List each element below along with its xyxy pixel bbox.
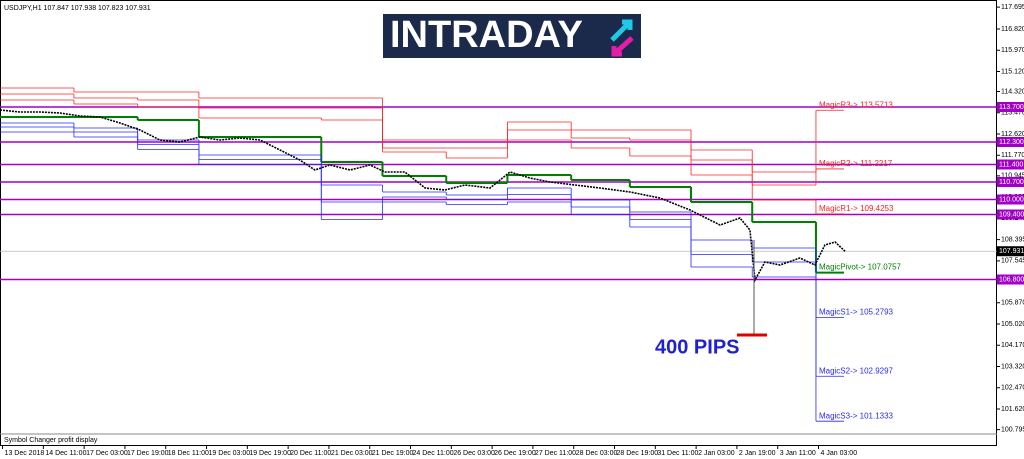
y-tick-label: 104.170: [1001, 342, 1024, 349]
x-tick-label: 26 Dec 19:00: [494, 450, 536, 457]
x-tick-label: 28 Dec 19:00: [617, 450, 659, 457]
level-label: MagicR2-> 111.2217: [819, 159, 893, 168]
logo-arrow-up: [610, 19, 633, 42]
level-label: MagicS1-> 105.2793: [819, 308, 894, 317]
level-box: [997, 137, 1024, 147]
logo-arrow-down: [611, 36, 634, 57]
y-tick-label: 107.545: [1001, 258, 1024, 265]
y-tick-label: 114.320: [1001, 88, 1024, 95]
level-label: MagicR1-> 109.4253: [819, 204, 894, 213]
level-box: [997, 102, 1024, 112]
footer: Symbol Changer profit display: [4, 437, 98, 444]
x-tick-label: 31 Dec 11:00: [657, 450, 698, 457]
y-tick-label: 112.620: [1001, 131, 1024, 138]
header: USDJPY,H1 107.847 107.938 107.823 107.93…: [4, 5, 151, 12]
level-box: [997, 274, 1024, 285]
y-tick-label: 105.870: [1001, 300, 1024, 307]
current-price-label: 107.931: [999, 248, 1024, 255]
x-tick-label: 13 Dec 2018: [5, 450, 45, 457]
level-label: MagicS2-> 102.9297: [819, 366, 894, 375]
plot-frame: [0, 0, 997, 446]
level-label: MagicR3-> 113.5713: [819, 100, 893, 109]
x-tick-label: 2 Jan 19:00: [739, 450, 776, 457]
level-box: [997, 177, 1024, 187]
x-tick-label: 3 Jan 11:00: [780, 450, 816, 457]
y-tick-label: 115.970: [1001, 47, 1024, 54]
y-tick-label: 108.395: [1001, 236, 1024, 243]
level-label: 110.000: [999, 196, 1024, 203]
x-tick-label: 28 Dec 03:00: [576, 450, 618, 457]
current-price-box: [997, 246, 1024, 257]
y-tick-label: 103.320: [1001, 363, 1024, 370]
x-tick-label: 27 Dec 11:00: [535, 450, 576, 457]
level-label: 109.400: [999, 211, 1024, 218]
logo-box: [383, 14, 641, 58]
y-tick-label: 115.120: [1001, 68, 1024, 75]
level-box: [997, 209, 1024, 220]
x-tick-label: 19 Dec 03:00: [209, 450, 251, 457]
x-tick-label: 26 Dec 03:00: [453, 450, 495, 457]
y-tick-label: 111.770: [1001, 152, 1024, 159]
level-label: MagicS3-> 101.1333: [819, 411, 894, 420]
x-tick-label: 21 Dec 19:00: [372, 450, 414, 457]
y-tick-label: 101.620: [1001, 406, 1024, 413]
x-tick-label: 2 Jan 03:00: [698, 450, 735, 457]
level-label: 111.400: [999, 161, 1023, 168]
logo-text: INTRADAY: [390, 14, 583, 56]
level-label: 106.800: [999, 276, 1024, 283]
x-tick-label: 20 Dec 11:00: [290, 450, 331, 457]
x-tick-label: 24 Dec 11:00: [413, 450, 454, 457]
price-line: [0, 109, 846, 283]
annotation: 400 PIPS: [655, 336, 740, 358]
level-label: MagicPivot-> 107.0757: [819, 263, 902, 272]
y-tick-label: 116.820: [1001, 26, 1024, 33]
level-label: 113.700: [999, 104, 1024, 111]
y-tick-label: 117.695: [1001, 4, 1024, 11]
y-tick-label: 110.945: [1001, 173, 1024, 180]
y-tick-label: 100.795: [1001, 426, 1024, 433]
x-tick-label: 14 Dec 11:00: [45, 450, 86, 457]
logo: INTRADAY: [383, 14, 641, 58]
y-tick-label: 102.470: [1001, 385, 1024, 392]
level-label: 110.700: [999, 179, 1024, 186]
x-tick-label: 17 Dec 03:00: [86, 450, 128, 457]
x-tick-label: 19 Dec 19:00: [249, 450, 291, 457]
x-tick-label: 17 Dec 19:00: [127, 450, 169, 457]
x-tick-label: 4 Jan 03:00: [821, 450, 858, 457]
level-box: [997, 194, 1024, 205]
y-tick-label: 105.020: [1001, 321, 1024, 328]
level-label: 112.300: [999, 139, 1024, 146]
level-box: [997, 159, 1024, 170]
x-tick-label: 18 Dec 11:00: [168, 450, 209, 457]
x-tick-label: 21 Dec 03:00: [331, 450, 373, 457]
y-tick-label: 113.470: [1001, 110, 1024, 117]
